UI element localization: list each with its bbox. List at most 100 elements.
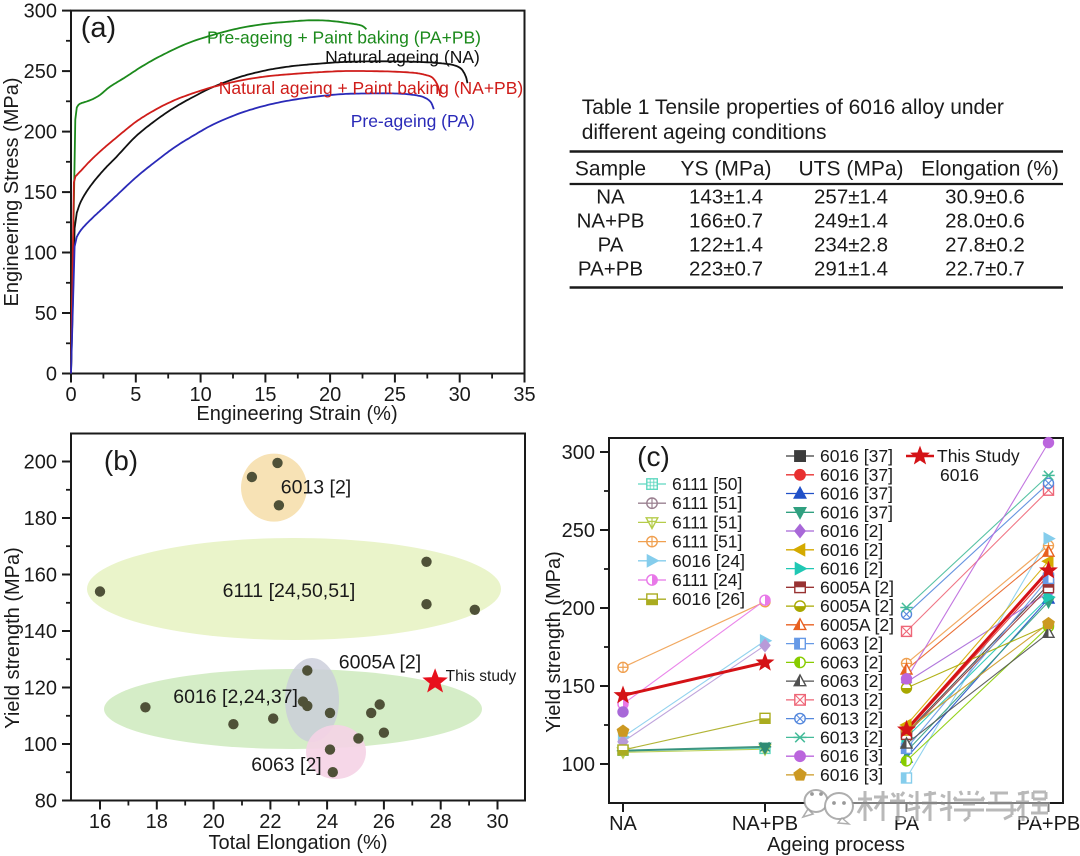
svg-text:200: 200 [562, 598, 595, 620]
svg-text:122±1.4: 122±1.4 [689, 234, 763, 257]
svg-text:180: 180 [24, 508, 57, 530]
svg-text:6016 [37]: 6016 [37] [820, 484, 893, 504]
svg-text:6016 [24]: 6016 [24] [672, 551, 745, 571]
svg-text:Yield strength (MPa): Yield strength (MPa) [543, 551, 565, 733]
svg-text:This study: This study [446, 668, 517, 685]
svg-text:6013 [2]: 6013 [2] [820, 727, 883, 747]
svg-text:30.9±0.6: 30.9±0.6 [945, 186, 1025, 209]
svg-text:300: 300 [24, 1, 57, 23]
svg-text:6005A [2]: 6005A [2] [820, 615, 894, 635]
svg-text:15: 15 [254, 384, 276, 406]
svg-text:250: 250 [24, 61, 57, 83]
svg-text:6111 [24,50,51]: 6111 [24,50,51] [223, 580, 356, 602]
svg-text:6005A [2]: 6005A [2] [339, 652, 421, 674]
svg-text:25: 25 [384, 384, 406, 406]
svg-text:Elongation (%): Elongation (%) [921, 158, 1059, 181]
svg-text:22: 22 [259, 811, 281, 833]
svg-text:100: 100 [24, 243, 57, 265]
svg-text:250: 250 [562, 520, 595, 542]
svg-text:120: 120 [24, 678, 57, 700]
svg-text:6111 [51]: 6111 [51] [672, 493, 742, 513]
svg-text:160: 160 [24, 565, 57, 587]
svg-text:6016 [2]: 6016 [2] [820, 521, 883, 541]
svg-text:6063 [2]: 6063 [2] [820, 634, 883, 654]
svg-text:6016 [3]: 6016 [3] [820, 746, 883, 766]
svg-text:(b): (b) [104, 445, 138, 476]
svg-text:Pre-ageing + Paint baking (PA+: Pre-ageing + Paint baking (PA+PB) [207, 28, 481, 48]
svg-text:166±0.7: 166±0.7 [689, 210, 763, 233]
svg-text:234±2.8: 234±2.8 [814, 234, 888, 257]
svg-text:80: 80 [35, 791, 57, 813]
svg-text:140: 140 [24, 621, 57, 643]
svg-text:6063 [2]: 6063 [2] [251, 754, 321, 776]
svg-text:5: 5 [130, 384, 141, 406]
svg-text:10: 10 [189, 384, 211, 406]
svg-text:35: 35 [513, 384, 535, 406]
svg-text:6013 [2]: 6013 [2] [281, 477, 351, 499]
svg-text:0: 0 [46, 364, 57, 386]
svg-text:30: 30 [449, 384, 471, 406]
svg-text:NA: NA [596, 186, 625, 209]
svg-text:Natural ageing + Paint baking: Natural ageing + Paint baking (NA+PB) [219, 78, 523, 98]
svg-text:Ageing process: Ageing process [767, 834, 905, 856]
svg-text:PA+PB: PA+PB [578, 258, 643, 281]
svg-text:27.8±0.2: 27.8±0.2 [945, 234, 1025, 257]
svg-text:30: 30 [486, 811, 508, 833]
svg-text:100: 100 [562, 754, 595, 776]
svg-text:different ageing conditions: different ageing conditions [582, 121, 827, 144]
svg-text:28.0±0.6: 28.0±0.6 [945, 210, 1025, 233]
svg-text:6016 [2,24,37]: 6016 [2,24,37] [173, 686, 298, 708]
svg-text:18: 18 [146, 811, 168, 833]
svg-text:6013 [2]: 6013 [2] [820, 709, 883, 729]
svg-text:24: 24 [316, 811, 338, 833]
svg-text:223±0.7: 223±0.7 [689, 258, 763, 281]
svg-text:PA: PA [598, 234, 624, 257]
svg-text:6016 [2]: 6016 [2] [820, 540, 883, 560]
svg-text:6005A [2]: 6005A [2] [820, 577, 894, 597]
svg-text:6063 [2]: 6063 [2] [820, 671, 883, 691]
svg-text:PA+PB: PA+PB [1017, 813, 1080, 835]
svg-text:Sample: Sample [575, 158, 646, 181]
svg-text:6111 [51]: 6111 [51] [672, 512, 742, 532]
svg-text:6016 [2]: 6016 [2] [820, 559, 883, 579]
svg-text:150: 150 [562, 676, 595, 698]
svg-text:Yield strength (MPa): Yield strength (MPa) [2, 547, 24, 729]
svg-text:200: 200 [24, 452, 57, 474]
svg-text:6016 [26]: 6016 [26] [672, 589, 745, 609]
svg-text:16: 16 [89, 811, 111, 833]
svg-text:143±1.4: 143±1.4 [689, 186, 763, 209]
svg-text:257±1.4: 257±1.4 [814, 186, 888, 209]
svg-text:Natural ageing (NA): Natural ageing (NA) [325, 47, 480, 67]
svg-text:6016: 6016 [940, 465, 979, 485]
svg-text:(c): (c) [637, 441, 670, 472]
svg-text:150: 150 [24, 182, 57, 204]
svg-text:200: 200 [24, 122, 57, 144]
svg-text:YS (MPa): YS (MPa) [680, 158, 771, 181]
svg-text:PA: PA [894, 813, 920, 835]
svg-text:Pre-ageing (PA): Pre-ageing (PA) [351, 111, 475, 131]
svg-text:6111 [24]: 6111 [24] [672, 570, 742, 590]
svg-text:NA: NA [609, 813, 637, 835]
svg-text:20: 20 [202, 811, 224, 833]
svg-text:UTS (MPa): UTS (MPa) [799, 158, 904, 181]
svg-text:28: 28 [430, 811, 452, 833]
svg-text:Total Elongation (%): Total Elongation (%) [209, 832, 388, 854]
svg-text:6016 [37]: 6016 [37] [820, 465, 893, 485]
svg-text:300: 300 [562, 442, 595, 464]
svg-text:This Study: This Study [937, 446, 1020, 466]
svg-text:26: 26 [373, 811, 395, 833]
svg-text:6016 [37]: 6016 [37] [820, 502, 893, 522]
svg-text:6063 [2]: 6063 [2] [820, 652, 883, 672]
svg-text:6111 [50]: 6111 [50] [672, 474, 742, 494]
svg-text:Engineering Strain (%): Engineering Strain (%) [196, 403, 397, 425]
svg-text:6016 [3]: 6016 [3] [820, 765, 883, 785]
svg-text:6013 [2]: 6013 [2] [820, 690, 883, 710]
svg-text:100: 100 [24, 734, 57, 756]
svg-text:(a): (a) [81, 12, 116, 44]
svg-text:NA+PB: NA+PB [732, 813, 798, 835]
svg-text:6005A [2]: 6005A [2] [820, 596, 894, 616]
svg-text:0: 0 [65, 384, 76, 406]
svg-text:50: 50 [35, 303, 57, 325]
svg-text:291±1.4: 291±1.4 [814, 258, 888, 281]
svg-text:Table 1 Tensile properties of: Table 1 Tensile properties of 6016 alloy… [582, 96, 1004, 119]
